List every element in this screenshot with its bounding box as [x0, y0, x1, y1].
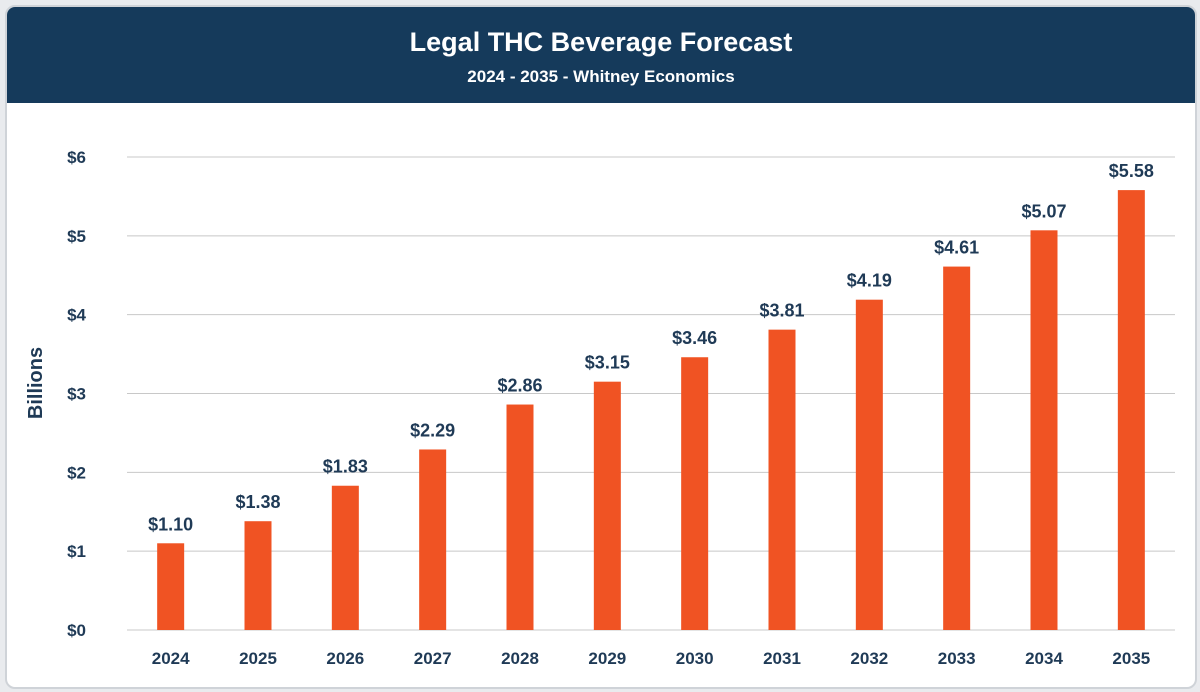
bar-2031	[768, 329, 796, 630]
bar-2035	[1117, 190, 1145, 631]
x-tick-label: 2033	[938, 649, 976, 668]
x-tick-label: 2028	[501, 649, 539, 668]
y-tick-label: $0	[67, 621, 86, 640]
chart-header: Legal THC Beverage Forecast 2024 - 2035 …	[7, 7, 1195, 103]
data-label: $1.10	[148, 514, 193, 534]
y-axis-ticks: $0 $1 $2 $3 $4 $5 $6	[67, 148, 86, 640]
y-tick-label: $3	[67, 385, 86, 404]
bar-2029	[593, 381, 621, 630]
x-tick-label: 2029	[588, 649, 626, 668]
x-tick-label: 2032	[850, 649, 888, 668]
y-tick-label: $2	[67, 463, 86, 482]
data-label: $4.19	[847, 271, 892, 291]
y-tick-label: $6	[67, 148, 86, 167]
x-tick-label: 2025	[239, 649, 277, 668]
y-tick-label: $1	[67, 542, 86, 561]
bar-2025	[244, 521, 272, 630]
y-tick-label: $4	[67, 306, 86, 325]
bar-2030	[681, 357, 709, 630]
data-label: $1.38	[235, 492, 280, 512]
bar-2027	[419, 449, 447, 630]
bar-2032	[855, 299, 883, 630]
x-tick-label: 2031	[763, 649, 801, 668]
data-label: $3.81	[759, 301, 804, 321]
x-tick-label: 2030	[676, 649, 714, 668]
data-label: $1.83	[323, 457, 368, 477]
y-axis-label: Billions	[25, 347, 47, 419]
bar-2024	[157, 543, 185, 630]
data-label: $4.61	[934, 238, 979, 258]
data-label: $3.15	[585, 353, 630, 373]
data-label: $2.86	[497, 376, 542, 396]
data-label: $2.29	[410, 420, 455, 440]
bar-2028	[506, 404, 534, 630]
data-label: $5.58	[1109, 161, 1154, 181]
bars	[157, 190, 1145, 631]
data-label: $5.07	[1021, 201, 1066, 221]
x-axis-ticks: 2024 2025 2026 2027 2028 2029 2030 2031 2032 2033…	[152, 649, 1150, 668]
bar-2026	[331, 485, 359, 630]
x-tick-label: 2026	[326, 649, 364, 668]
data-label: $3.46	[672, 328, 717, 348]
x-tick-label: 2035	[1112, 649, 1150, 668]
bar-2033	[943, 266, 971, 630]
x-tick-label: 2027	[414, 649, 452, 668]
bar-2034	[1030, 230, 1058, 630]
x-tick-label: 2034	[1025, 649, 1063, 668]
x-tick-label: 2024	[152, 649, 190, 668]
chart-subtitle: 2024 - 2035 - Whitney Economics	[467, 67, 735, 86]
chart-title: Legal THC Beverage Forecast	[409, 27, 793, 57]
grid-lines	[127, 156, 1175, 631]
y-tick-label: $5	[67, 227, 86, 246]
data-labels: $1.10 $1.38 $1.83 $2.29 $2.86 $3.15 $3.46 $3.81…	[148, 161, 1154, 534]
